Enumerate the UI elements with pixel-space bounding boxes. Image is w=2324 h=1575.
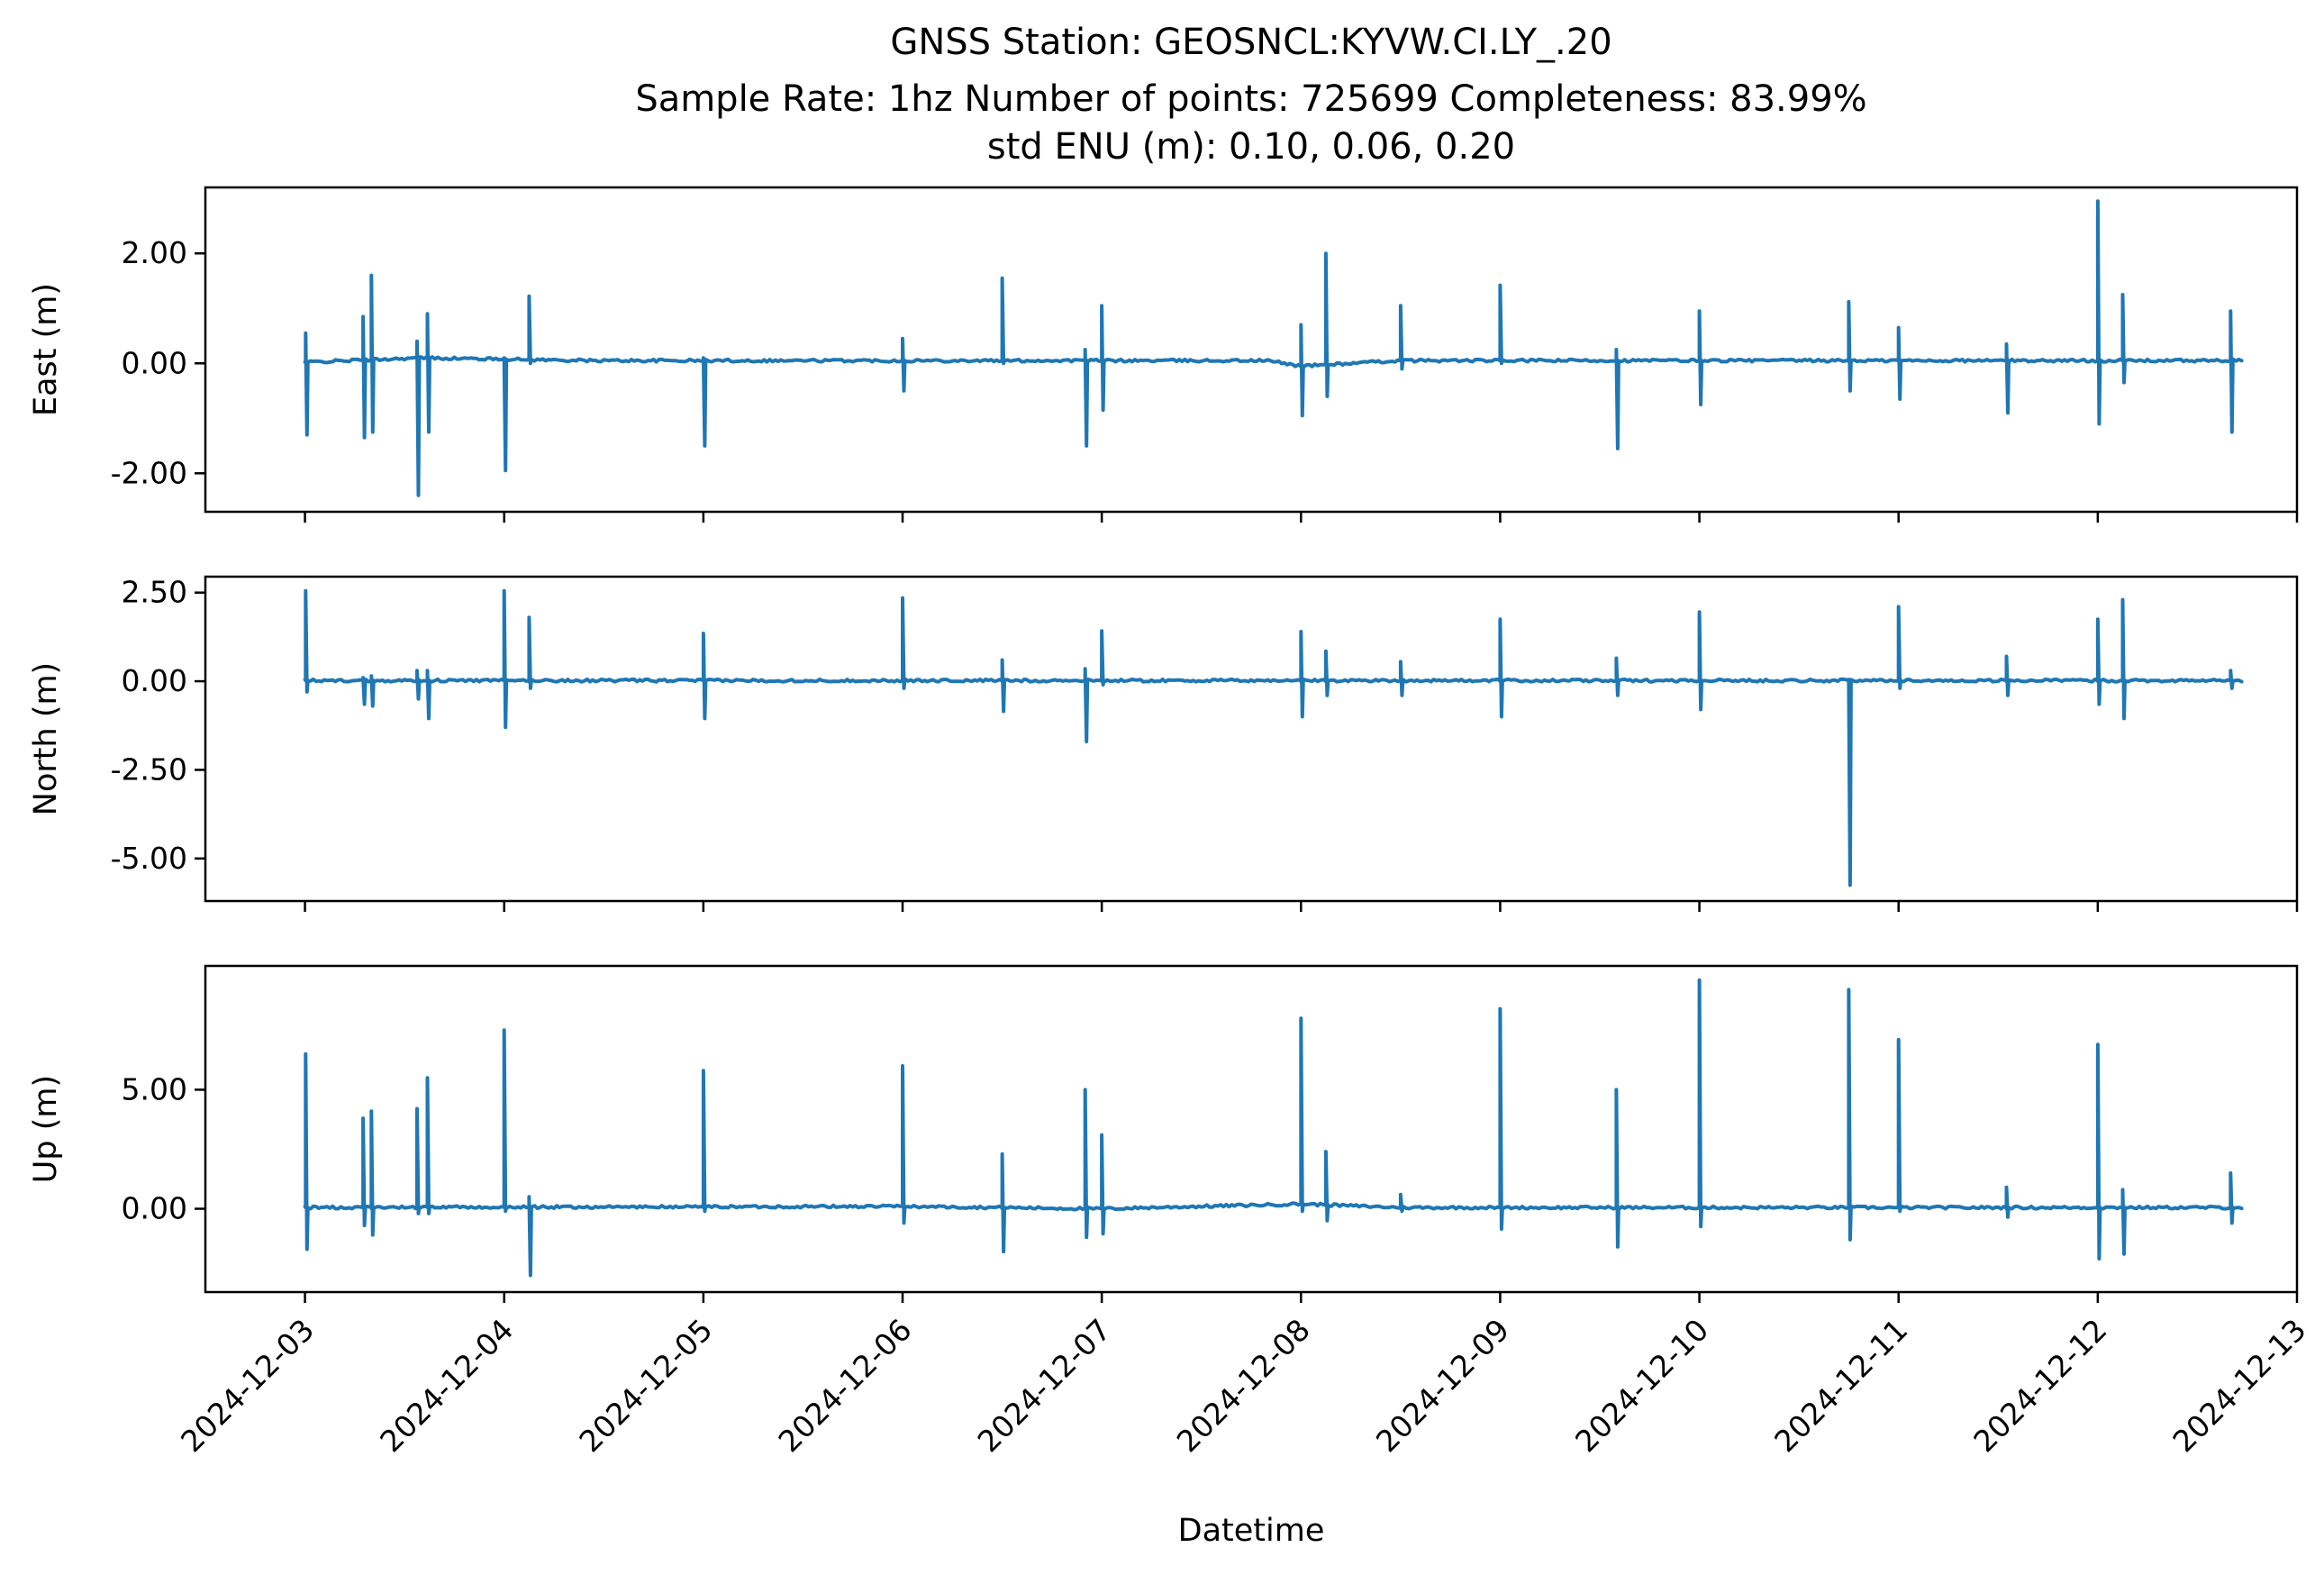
y-axis-label-east: East (m)	[28, 283, 64, 416]
y-axis-label-up: Up (m)	[28, 1075, 64, 1183]
x-axis-label: Datetime	[1178, 1513, 1325, 1549]
title-line-2: Sample Rate: 1hz Number of points: 72569…	[635, 78, 1866, 120]
title-line-3: std ENU (m): 0.10, 0.06, 0.20	[987, 126, 1515, 168]
plot-frame-north	[204, 575, 2299, 903]
title-line-1: GNSS Station: GEOSNCL:KYVW.CI.LY_.20	[890, 22, 1611, 63]
y-tick-label-north: -5.00	[111, 841, 187, 876]
panels: 2.00 0.00 -2.00 East (m) 2.50 0.00 -2.50 -5.00 N…	[28, 186, 2299, 1303]
series-line-east	[303, 199, 2244, 497]
series-line-north	[303, 588, 2244, 888]
y-tick-label-east: 2.00	[122, 235, 187, 270]
chart-title: GNSS Station: GEOSNCL:KYVW.CI.LY_.20 Sam…	[635, 22, 1866, 168]
panel-up: 5.00 0.00 Up (m)	[28, 964, 2299, 1303]
y-tick-label-up: 0.00	[122, 1191, 187, 1226]
y-tick-label-north: 0.00	[122, 663, 187, 698]
plot-frame-up	[204, 964, 2299, 1294]
y-axis-label-north: North (m)	[28, 662, 64, 815]
plot-frame-east	[204, 186, 2299, 514]
panel-east: 2.00 0.00 -2.00 East (m)	[28, 186, 2299, 523]
y-tick-label-east: -2.00	[111, 455, 187, 490]
series-line-up	[303, 978, 2244, 1278]
y-tick-label-up: 5.00	[122, 1071, 187, 1106]
y-tick-label-north: -2.50	[111, 751, 187, 787]
panel-north: 2.50 0.00 -2.50 -5.00 North (m)	[28, 575, 2299, 912]
y-tick-label-north: 2.50	[122, 575, 187, 610]
y-tick-label-east: 0.00	[122, 345, 187, 380]
